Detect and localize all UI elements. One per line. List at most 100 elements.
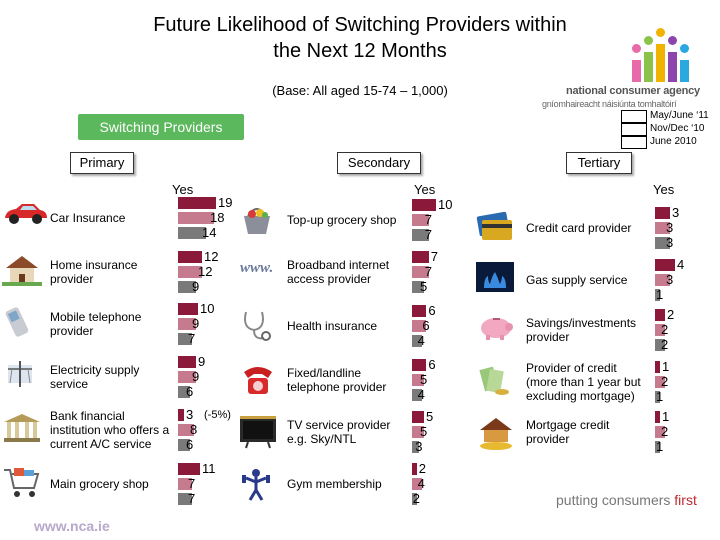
value-label-secondary-3-2011: 6: [428, 357, 436, 372]
value-label-secondary-2-2011: 6: [428, 303, 436, 318]
bar-primary-3-dec10: [178, 371, 196, 383]
category-label-primary-3: Electricity supply service: [50, 363, 140, 391]
value-label-primary-4-jun10: 6: [186, 437, 194, 452]
bar-primary-0-jun10: [178, 227, 206, 239]
value-label-primary-3-jun10: 6: [186, 384, 194, 399]
bank-annotation: (-5%): [204, 409, 231, 421]
value-label-secondary-5-2011: 2: [418, 461, 427, 476]
bar-secondary-1-jun10: [412, 281, 424, 293]
title-line-2: the Next 12 Months: [273, 40, 447, 62]
bar-tertiary-3-jun10: [655, 391, 660, 403]
bar-tertiary-2-2011: [655, 309, 665, 321]
value-label-primary-3-dec10: 9: [192, 369, 200, 384]
value-label-secondary-4-jun10: 3: [415, 439, 423, 454]
category-label-primary-2: Mobile telephone provider: [50, 310, 142, 338]
bar-primary-2-2011: [178, 303, 198, 315]
legend-label-2011: May/June ‘11: [650, 110, 709, 121]
value-label-tertiary-4-2011: 1: [662, 409, 670, 424]
bank-icon: [2, 412, 42, 449]
www-icon: www.: [238, 254, 278, 283]
house-coins-icon: [476, 414, 516, 455]
value-label-tertiary-2-jun10: 2: [661, 337, 669, 352]
value-label-tertiary-3-2011: 1: [662, 359, 670, 374]
value-label-primary-5-2011: 11: [202, 461, 216, 476]
category-label-primary-4: Bank financial institution who offers a …: [50, 409, 170, 451]
value-label-secondary-1-2011: 7: [430, 249, 439, 264]
slogan-part-1: putting consumers: [556, 492, 675, 508]
bar-primary-5-2011: [178, 463, 200, 475]
category-label-primary-0: Car Insurance: [50, 211, 126, 225]
bar-tertiary-3-2011: [655, 361, 660, 373]
chart-title: Future Likelihood of Switching Providers…: [60, 12, 660, 64]
money-icon: [476, 364, 512, 403]
stethoscope-icon: [238, 308, 274, 349]
value-label-secondary-4-2011: 5: [426, 409, 434, 424]
value-label-tertiary-3-jun10: 1: [656, 389, 664, 404]
value-label-primary-0-jun10: 14: [202, 225, 217, 240]
house-icon: [2, 254, 42, 291]
value-label-tertiary-0-jun10: 3: [666, 235, 674, 250]
bar-tertiary-0-2011: [655, 207, 670, 219]
bar-secondary-1-2011: [412, 251, 429, 263]
value-label-tertiary-2-dec10: 2: [661, 322, 669, 337]
value-label-tertiary-0-dec10: 3: [666, 220, 674, 235]
bar-primary-0-dec10: [178, 212, 214, 224]
category-label-secondary-5: Gym membership: [287, 477, 382, 491]
bar-tertiary-1-jun10: [655, 289, 660, 301]
legend-swatch-2011: [621, 110, 647, 123]
bar-secondary-4-dec10: [412, 426, 424, 438]
piggy-bank-icon: [476, 312, 516, 347]
yes-label-tertiary: Yes: [653, 182, 675, 197]
value-label-tertiary-1-jun10: 1: [656, 287, 664, 302]
category-label-tertiary-2: Savings/investments provider: [526, 316, 637, 344]
website-url: www.nca.ie: [34, 518, 110, 534]
television-icon: [238, 414, 278, 455]
slogan: putting consumers first: [556, 492, 697, 508]
category-tertiary: Tertiary: [566, 152, 632, 174]
category-secondary: Secondary: [337, 152, 421, 174]
bar-tertiary-4-dec10: [655, 426, 665, 438]
bar-secondary-2-dec10: [412, 320, 427, 332]
value-label-secondary-1-jun10: 5: [420, 279, 428, 294]
value-label-primary-5-dec10: 7: [188, 476, 196, 491]
category-label-secondary-4: TV service provider e.g. Sky/NTL: [287, 418, 391, 446]
electricity-icon: [2, 359, 38, 394]
value-label-primary-0-dec10: 18: [210, 210, 225, 225]
value-label-secondary-4-dec10: 5: [420, 424, 428, 439]
bar-secondary-5-jun10: [412, 493, 417, 505]
value-label-tertiary-4-jun10: 1: [656, 439, 664, 454]
bar-tertiary-3-dec10: [655, 376, 665, 388]
title-line-1: Future Likelihood of Switching Providers…: [153, 14, 567, 36]
bar-primary-2-dec10: [178, 318, 196, 330]
value-label-secondary-0-2011: 10: [438, 197, 453, 212]
slogan-part-2: first: [674, 492, 697, 508]
agency-irish-name: gníomhaireacht náisiúnta tomhaltóirí: [542, 99, 677, 109]
yes-label-secondary: Yes: [414, 182, 436, 197]
svg-text:www.: www.: [240, 260, 273, 276]
legend-swatch-dec10: [621, 123, 647, 136]
bar-secondary-0-jun10: [412, 229, 429, 241]
legend-label-jun10: June 2010: [650, 136, 697, 147]
value-label-tertiary-1-2011: 4: [677, 257, 685, 272]
category-label-tertiary-4: Mortgage credit provider: [526, 418, 610, 446]
bar-primary-3-2011: [178, 356, 196, 368]
value-label-secondary-5-jun10: 2: [412, 491, 421, 506]
legend-label-dec10: Nov/Dec ‘10: [650, 123, 705, 134]
bar-primary-1-dec10: [178, 266, 202, 278]
value-label-primary-4-dec10: 8: [190, 422, 198, 437]
category-label-tertiary-1: Gas supply service: [526, 273, 628, 287]
mobile-phone-icon: [2, 306, 38, 343]
agency-name: national consumer agency: [566, 85, 700, 97]
category-label-tertiary-0: Credit card provider: [526, 221, 632, 235]
value-label-secondary-1-dec10: 7: [424, 264, 433, 279]
bar-primary-0-2011: [178, 197, 216, 209]
bar-secondary-4-jun10: [412, 441, 420, 453]
value-label-primary-1-jun10: 9: [192, 279, 200, 294]
legend-swatch-jun10: [621, 136, 647, 149]
category-label-secondary-3: Fixed/landline telephone provider: [287, 366, 387, 394]
grocery-basket-icon: [238, 202, 276, 243]
value-label-primary-2-dec10: 9: [192, 316, 200, 331]
credit-card-icon: [476, 210, 516, 249]
category-label-tertiary-3: Provider of credit (more than 1 year but…: [526, 361, 641, 403]
bar-primary-4-jun10: [178, 439, 190, 451]
